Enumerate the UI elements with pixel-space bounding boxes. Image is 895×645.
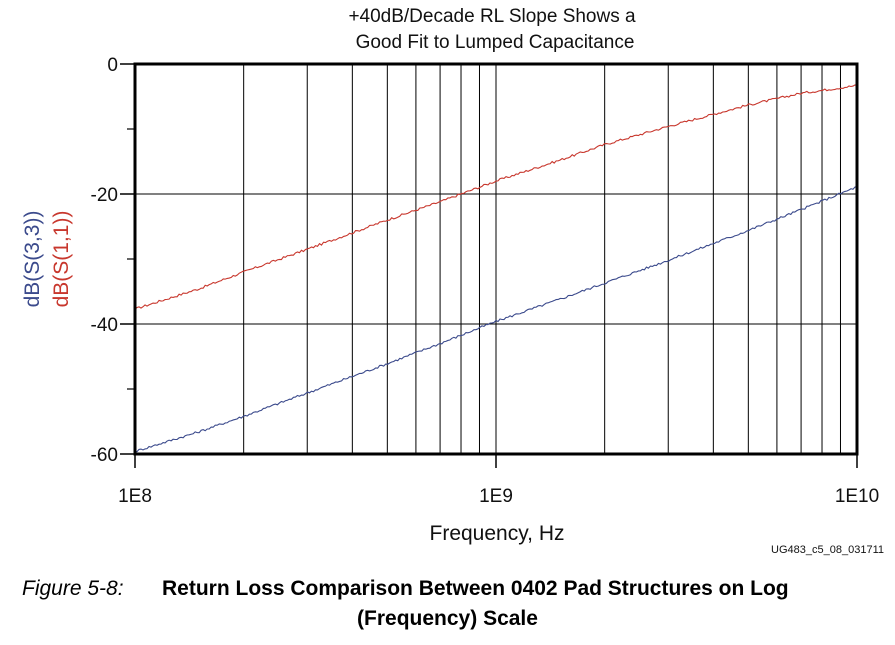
y-tick-label: 0 [107, 55, 118, 76]
figure-id: UG483_c5_08_031711 [771, 544, 884, 556]
series-line-s11 [134, 84, 858, 310]
y-tick-label: -20 [91, 185, 118, 206]
caption-line-1: Figure 5-8: Return Loss Comparison Betwee… [22, 574, 789, 604]
caption-text-line-1: Return Loss Comparison Between 0402 Pad … [162, 577, 789, 600]
chart-title-line-2: Good Fit to Lumped Capacitance [356, 32, 635, 53]
chart-title-line-1: +40dB/Decade RL Slope Shows a [348, 6, 636, 27]
x-tick-label: 1E9 [479, 486, 513, 507]
plot-frame [133, 62, 859, 456]
plot-gridlines [135, 64, 857, 454]
y-axis-label-s33: dB(S(3,3)) [21, 211, 44, 308]
x-tick-label: 1E10 [835, 486, 879, 507]
x-axis-label: Frequency, Hz [430, 522, 565, 545]
return-loss-chart: +40dB/Decade RL Slope Shows a Good Fit t… [21, 6, 884, 556]
y-tick-label: -60 [91, 445, 118, 466]
x-tick-label: 1E8 [118, 486, 152, 507]
x-axis: 1E8 1E9 1E10 [118, 454, 879, 507]
caption-number: Figure 5-8: [22, 577, 124, 600]
y-tick-label: -40 [91, 315, 118, 336]
plot-series [134, 84, 858, 453]
y-axis: 0 -20 -40 -60 [91, 55, 135, 466]
y-axis-label-s11: dB(S(1,1)) [50, 211, 73, 308]
series-line-s33 [134, 186, 858, 453]
caption-text-line-2: (Frequency) Scale [357, 607, 538, 630]
